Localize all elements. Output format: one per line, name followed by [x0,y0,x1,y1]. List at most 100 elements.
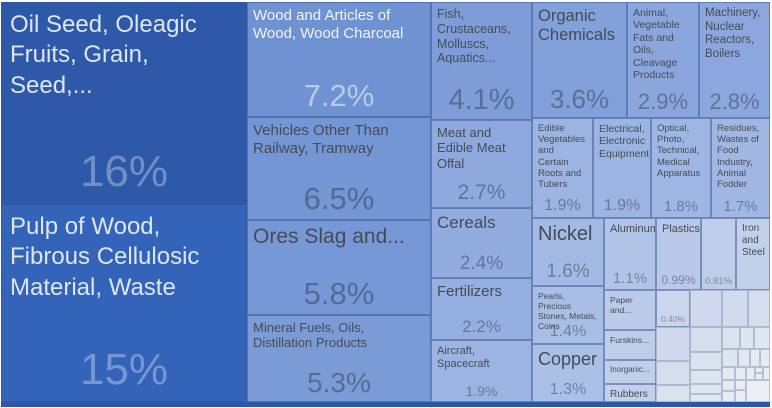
treemap-small-cell[interactable] [735,380,746,390]
treemap-small-cell[interactable] [722,327,740,349]
treemap-cell-plastics[interactable]: Plastics 0.99% [656,218,701,290]
treemap-cell-iron-and-steel[interactable]: Iron and Steel [736,218,770,290]
treemap-cell-residues-wastes-of-food-industry-animal-fodder[interactable]: Residues, Wastes of Food Industry, Anima… [711,118,770,218]
cell-label: Iron and Steel [742,223,765,258]
treemap-cell-aircraft-spacecraft[interactable]: Aircraft, Spacecraft 1.9% [431,340,532,402]
cell-percent: 2.2% [462,317,501,336]
treemap-cell-inorganic[interactable]: Inorganic... [604,360,656,384]
treemap-small-cell[interactable] [754,327,770,349]
cell-percent: 5.8% [303,276,375,311]
treemap-small-cell[interactable] [740,327,754,349]
treemap-small-cell[interactable] [735,390,746,402]
cell-label: Pulp of Wood, Fibrous Cellulosic Materia… [10,213,200,301]
treemap-small-cell[interactable] [690,384,722,394]
treemap-small-cell[interactable] [722,380,735,391]
treemap-small-cell[interactable] [735,367,746,380]
cell-percent: 1.1% [612,270,648,287]
cell-label: Aluminum [610,223,656,235]
treemap-small-cell[interactable] [690,352,722,370]
cell-label: Electrical, Electronic Equipment [599,123,650,160]
treemap-small-cell[interactable] [746,367,755,380]
cell-percent: 6.5% [303,181,375,216]
cell-label: Copper [538,349,598,369]
treemap-small-cell[interactable] [722,349,738,367]
treemap-cell-wood-and-articles-of-wood-wood-charcoal[interactable]: Wood and Articles of Wood, Wood Charcoal… [247,2,431,117]
treemap-small-cell[interactable] [748,290,770,327]
treemap-cell-aluminum[interactable]: Aluminum 1.1% [604,218,656,290]
treemap-cell-machinery-nuclear-reactors-boilers[interactable]: Machinery, Nuclear Reactors, Boilers 2.8% [699,2,770,118]
cell-percent: 2.9% [637,89,689,114]
treemap-small-cell[interactable] [722,290,748,327]
cell-percent: 1.9% [465,383,498,399]
treemap-cell-0-40[interactable]: 0.40% [656,290,690,327]
cell-percent: 0.99% [661,273,696,287]
treemap-small-cell[interactable] [760,349,770,367]
treemap-cell-copper[interactable]: Copper 1.3% [532,344,604,402]
cell-label: Wood and Articles of Wood, Wood Charcoal [253,7,404,42]
treemap-small-cell[interactable] [690,290,722,327]
cell-label: Paper and... [610,295,633,316]
cell-percent: 1.4% [549,323,587,340]
treemap-cell-0-81[interactable]: 0.81% [701,218,736,290]
treemap-cell-edible-vegetables-and-certain-roots-and-tubers[interactable]: Edible Vegetables and Certain Roots and … [532,118,593,218]
treemap-small-cell[interactable] [656,385,690,402]
cell-percent: 2.7% [457,181,506,204]
cell-label: Ores Slag and... [253,225,405,248]
treemap-cell-pearls-precious-stones-metals-coins[interactable]: Pearls, Precious Stones, Metals, Coins 1.… [532,286,604,344]
treemap-cell-cereals[interactable]: Cereals 2.4% [431,208,532,278]
treemap-small-cell[interactable] [738,349,750,367]
treemap-cell-fish-crustaceans-molluscs-aquatics[interactable]: Fish, Crustaceans, Molluscs, Aquatics...… [431,2,532,120]
treemap-cell-meat-and-edible-meat-offal[interactable]: Meat and Edible Meat Offal 2.7% [431,120,532,208]
treemap-cell-optical-photo-technical-medical-apparatus[interactable]: Optical, Photo, Technical, Medical Appar… [651,118,711,218]
treemap-cell-rubbers[interactable]: Rubbers [604,384,656,402]
cell-percent: 16% [79,147,169,196]
cell-label: Oil Seed, Oleagic Fruits, Grain, Seed,..… [10,11,197,99]
cell-label: Residues, Wastes of Food Industry, Anima… [717,123,760,191]
treemap-small-cell[interactable] [722,367,735,380]
cell-percent: 0.40% [660,314,686,324]
cell-percent: 1.9% [603,197,641,214]
treemap-small-cell[interactable] [690,327,722,352]
treemap-small-cell[interactable] [690,394,722,402]
cell-label: Fertilizers [437,283,503,300]
cell-percent: 0.81% [705,276,732,287]
cell-percent: 1.9% [544,197,581,214]
treemap-cell-pulp-of-wood-fibrous-cellulosic-material-waste[interactable]: Pulp of Wood, Fibrous Cellulosic Materia… [1,204,247,402]
cell-percent: 2.8% [709,89,760,114]
treemap-cell-fertilizers[interactable]: Fertilizers 2.2% [431,278,532,340]
treemap-cell-paper-and[interactable]: Paper and... [604,290,656,330]
treemap-small-cell[interactable] [763,367,770,380]
cell-label: Meat and Edible Meat Offal [437,125,506,171]
cell-label: Aircraft, Spacecraft [437,345,490,370]
treemap-cell-nickel[interactable]: Nickel 1.6% [532,218,604,286]
treemap-small-cell[interactable] [656,361,690,385]
treemap-small-cell[interactable] [722,391,735,402]
cell-percent: 2.4% [459,253,504,274]
treemap-cell-mineral-fuels-oils-distillation-products[interactable]: Mineral Fuels, Oils, Distillation Produc… [247,315,431,402]
treemap-small-cell[interactable] [755,373,763,380]
treemap-small-cell[interactable] [746,380,770,402]
cell-percent: 1.6% [546,261,590,282]
cell-percent: 1.3% [549,381,587,398]
cell-label: Plastics [662,223,700,235]
cell-label: Optical, Photo, Technical, Medical Appar… [657,123,701,179]
cell-label: Vehicles Other Than Railway, Tramway [253,122,389,157]
treemap-cell-oil-seed-oleagic-fruits-grain-seed[interactable]: Oil Seed, Oleagic Fruits, Grain, Seed,..… [1,2,247,204]
cell-label: Rubbers [610,389,648,400]
cell-label: Fish, Crustaceans, Molluscs, Aquatics... [437,7,511,66]
treemap-small-cell[interactable] [656,327,690,361]
treemap-small-cell[interactable] [750,349,760,367]
treemap-small-cell[interactable] [690,370,722,384]
cell-label: Organic Chemicals [538,7,616,45]
treemap-cell-animal-vegetable-fats-and-oils-cleavage-products[interactable]: Animal, Vegetable Fats and Oils, Cleavag… [627,2,699,118]
treemap-cell-organic-chemicals[interactable]: Organic Chemicals 3.6% [532,2,627,118]
treemap-cell-vehicles-other-than-railway-tramway[interactable]: Vehicles Other Than Railway, Tramway 6.5% [247,117,431,220]
treemap-cell-ores-slag-and[interactable]: Ores Slag and... 5.8% [247,220,431,315]
cell-label: Nickel [538,223,593,245]
cell-label: Machinery, Nuclear Reactors, Boilers [705,7,761,60]
treemap-cell-electrical-electronic-equipment[interactable]: Electrical, Electronic Equipment 1.9% [593,118,651,218]
treemap-small-cell[interactable] [755,367,763,373]
cell-percent: 5.3% [307,367,371,398]
treemap-cell-furskins[interactable]: Furskins... [604,330,656,360]
